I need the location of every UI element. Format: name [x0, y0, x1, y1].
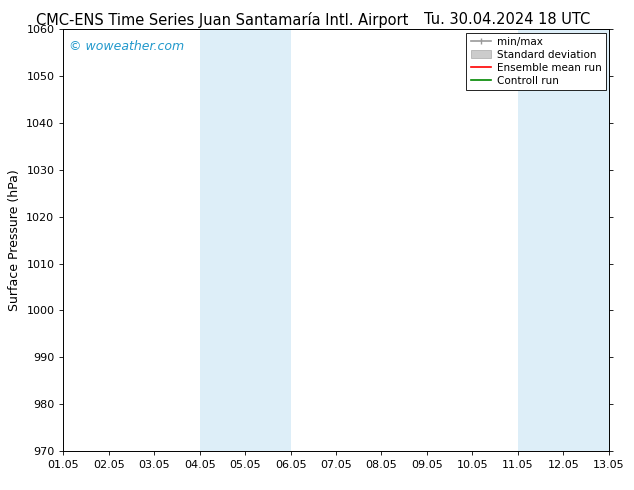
- Bar: [518, 29, 563, 451]
- Bar: [200, 29, 245, 451]
- Text: Tu. 30.04.2024 18 UTC: Tu. 30.04.2024 18 UTC: [424, 12, 590, 27]
- Text: CMC-ENS Time Series Juan Santamaría Intl. Airport: CMC-ENS Time Series Juan Santamaría Intl…: [36, 12, 408, 28]
- Text: © woweather.com: © woweather.com: [69, 40, 184, 53]
- Bar: [245, 29, 290, 451]
- Bar: [563, 29, 609, 451]
- Legend: min/max, Standard deviation, Ensemble mean run, Controll run: min/max, Standard deviation, Ensemble me…: [467, 32, 605, 90]
- Y-axis label: Surface Pressure (hPa): Surface Pressure (hPa): [8, 169, 21, 311]
